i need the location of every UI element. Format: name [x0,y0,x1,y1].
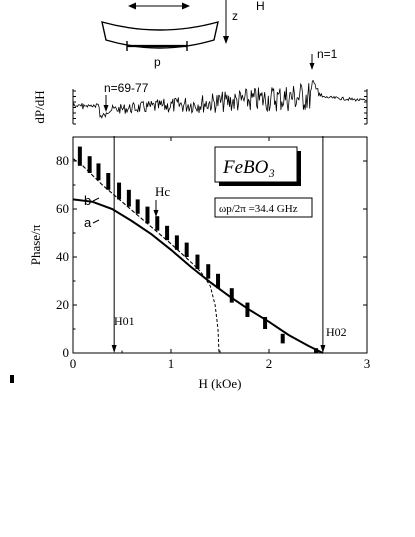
measured-bar [280,333,285,344]
y-axis-label: Phase/π [28,224,43,265]
schematic-p-label: p [154,55,161,69]
curve-b-label: b [84,193,91,208]
dpdh-trace [72,80,367,119]
curve-a-label: a [84,215,92,230]
measured-bar [195,254,200,269]
y-tick-labels: 0 20 40 60 80 [56,153,69,360]
measured-bar [216,273,221,289]
measured-bar [106,173,111,190]
h01-arrow [111,345,117,353]
field-markers [111,136,326,353]
measured-bar [126,189,131,207]
x-tick-label: 2 [266,356,273,371]
frequency-label: ωp/2π =34.4 GHz [219,203,298,215]
measured-bar [96,163,101,181]
x-tick-labels: 0 1 2 3 [70,356,371,371]
measured-bar [174,235,179,250]
y-tick-label: 80 [56,153,69,168]
hc-label: Hc [155,184,170,199]
trace-annotation-left: n=69-77 [104,81,149,95]
curve-a [72,198,324,354]
measured-bar [206,264,211,279]
x-tick-label: 3 [364,356,371,371]
measured-bar [145,206,150,224]
h02-arrow [320,345,326,353]
measured-bar [229,288,234,303]
h02-label: H02 [326,325,347,339]
y-tick-label: 60 [56,201,69,216]
schematic-z-label: z [232,9,238,23]
material-box [214,146,301,186]
y-tick-label: 20 [56,297,69,312]
measured-bar [117,182,122,200]
trace-ylabel: dP/dH [32,90,47,123]
frequency-box [214,197,313,218]
trace-ticks [73,90,367,125]
measured-bar [77,146,82,166]
x-tick-label: 0 [70,356,77,371]
schematic-h-label: H [256,0,265,13]
curve-b [72,158,191,263]
measured-bar [165,225,170,241]
y-tick-label: 40 [56,249,69,264]
measured-bar [263,317,268,329]
sample-schematic [101,0,229,51]
measured-bar [184,242,189,257]
measured-bar [135,199,140,214]
theory-curves [72,158,324,354]
measured-bar [245,302,250,317]
trace-annotation-right: n=1 [317,47,338,61]
trace-panel [72,80,368,125]
material-label: FeBO₃ [222,157,275,178]
phase-chart: 0 1 2 3 0 20 40 60 80 [56,136,370,371]
y-tick-label: 0 [63,345,70,360]
curve-b-tail [190,261,220,354]
x-tick-label: 1 [168,356,175,371]
corner-marker [10,375,14,383]
axis-ticks [72,136,368,354]
measured-bar [155,216,160,231]
x-axis-label: H (kOe) [199,376,242,391]
measured-bar [87,156,92,173]
measured-bars [77,146,319,353]
h01-label: H01 [114,314,135,328]
